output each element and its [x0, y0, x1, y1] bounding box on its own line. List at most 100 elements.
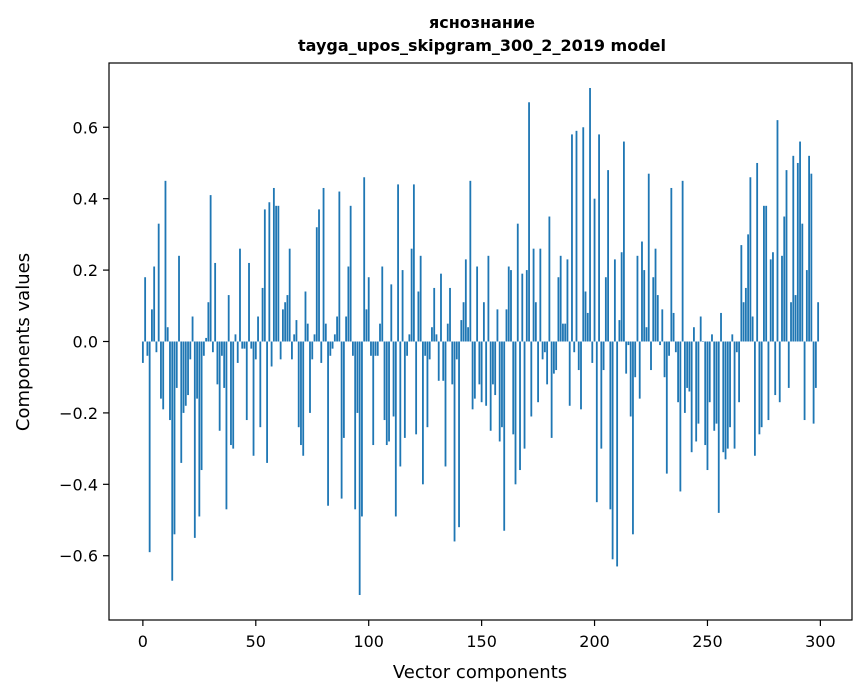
bar-243: [690, 341, 693, 453]
bar-132: [440, 273, 442, 342]
bar-22: [191, 316, 194, 342]
bar-264: [738, 341, 740, 403]
bar-17: [180, 341, 183, 463]
bar-43: [239, 248, 241, 342]
bar-166: [516, 223, 519, 342]
x-tick-label: 300: [805, 632, 836, 651]
bar-111: [392, 341, 395, 417]
bar-198: [589, 87, 591, 342]
bar-91: [347, 266, 350, 342]
bar-287: [790, 302, 792, 342]
bar-38: [227, 295, 230, 342]
bar-49: [252, 341, 255, 456]
bar-112: [394, 341, 397, 517]
bar-86: [336, 316, 338, 342]
bar-269: [749, 177, 752, 342]
bar-279: [772, 252, 774, 342]
bar-184: [557, 277, 560, 342]
bar-78: [318, 209, 320, 342]
bar-0: [141, 341, 144, 363]
bar-182: [552, 341, 555, 374]
bar-16: [178, 255, 180, 342]
bar-88: [340, 341, 343, 499]
bar-199: [591, 341, 594, 363]
bar-34: [218, 341, 221, 431]
bar-19: [184, 341, 187, 406]
bar-7: [157, 223, 160, 342]
bar-41: [234, 334, 237, 342]
bar-154: [489, 341, 492, 431]
bar-265: [740, 245, 743, 342]
bar-218: [634, 341, 637, 378]
bar-54: [263, 209, 266, 342]
bar-156: [494, 341, 497, 396]
bar-66: [291, 341, 293, 360]
bar-231: [663, 341, 666, 378]
bar-2: [146, 341, 149, 356]
bar-290: [796, 162, 799, 342]
bar-258: [724, 341, 727, 460]
bar-176: [539, 248, 542, 342]
bar-99: [365, 309, 368, 342]
bar-39: [230, 341, 232, 446]
bar-238: [679, 341, 682, 492]
bar-18: [182, 341, 185, 413]
bar-259: [726, 341, 729, 449]
bar-83: [329, 341, 332, 356]
bar-73: [306, 323, 309, 342]
bar-6: [155, 341, 158, 353]
bar-33: [216, 341, 219, 385]
bar-20: [187, 341, 189, 396]
bar-273: [758, 341, 761, 435]
bar-133: [442, 341, 445, 381]
bar-128: [431, 327, 433, 342]
bar-90: [345, 316, 348, 342]
bar-229: [659, 341, 661, 346]
bar-42: [236, 341, 239, 363]
bar-12: [169, 341, 171, 421]
bar-220: [638, 341, 641, 399]
bar-60: [277, 205, 280, 342]
x-tick-label: 50: [246, 632, 266, 651]
bar-36: [223, 341, 226, 388]
bar-196: [584, 291, 587, 342]
bar-108: [385, 341, 388, 446]
bar-205: [604, 277, 607, 342]
bar-118: [408, 334, 411, 342]
bar-120: [412, 184, 415, 342]
bar-260: [729, 341, 731, 428]
bar-157: [496, 309, 499, 342]
bar-124: [422, 341, 424, 485]
bar-228: [656, 295, 659, 342]
bar-179: [546, 341, 549, 385]
bar-24: [196, 341, 198, 399]
bar-171: [528, 102, 530, 342]
bar-283: [781, 255, 783, 342]
bar-185: [559, 255, 562, 342]
bar-134: [444, 341, 447, 467]
bar-94: [354, 341, 357, 510]
bar-244: [693, 327, 695, 342]
bar-95: [356, 341, 359, 413]
plot-frame: [108, 62, 853, 621]
bar-113: [397, 184, 399, 342]
y-tick-label: −0.4: [59, 475, 98, 494]
bar-101: [370, 341, 372, 356]
bar-23: [193, 341, 196, 538]
bar-291: [799, 141, 801, 342]
bar-146: [471, 341, 474, 410]
bar-55: [266, 341, 268, 463]
bar-163: [510, 270, 512, 342]
bar-188: [566, 259, 569, 342]
bar-285: [785, 170, 788, 342]
bar-251: [708, 341, 711, 403]
bar-121: [415, 341, 418, 435]
bar-193: [577, 341, 580, 371]
bar-119: [410, 248, 413, 342]
bar-236: [674, 341, 677, 353]
bar-186: [562, 323, 564, 342]
bar-252: [711, 334, 713, 342]
bar-130: [435, 334, 438, 342]
bar-67: [293, 334, 296, 342]
bar-177: [541, 341, 544, 360]
